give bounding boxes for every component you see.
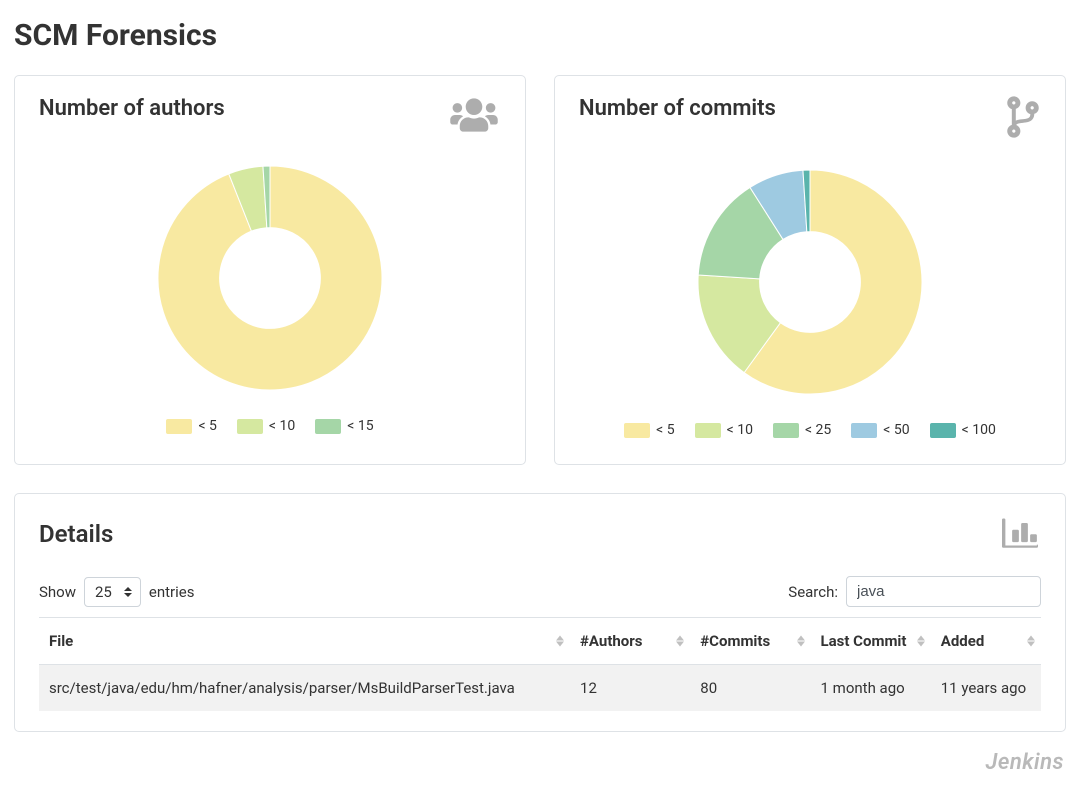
- cell-added: 11 years ago: [931, 665, 1041, 712]
- search-label: Search:: [788, 583, 838, 601]
- authors-card-title: Number of authors: [39, 96, 225, 121]
- table-header-row: File #Authors #Commits Last Commit Added: [39, 618, 1041, 665]
- show-label: Show: [39, 583, 76, 601]
- authors-legend: < 5 < 10 < 15: [39, 414, 501, 440]
- sort-icon: [676, 636, 684, 647]
- commits-legend: < 5 < 10 < 25 < 50 < 100: [579, 418, 1041, 444]
- bar-chart-icon: [999, 514, 1041, 554]
- legend-label: < 10: [727, 422, 753, 438]
- details-table: File #Authors #Commits Last Commit Added: [39, 617, 1041, 711]
- users-icon: [447, 96, 501, 138]
- watermark: Jenkins: [986, 750, 1065, 775]
- column-label: Added: [941, 632, 985, 650]
- page-length-select[interactable]: 25: [84, 577, 141, 607]
- column-header-added[interactable]: Added: [931, 618, 1041, 665]
- sort-icon: [556, 636, 564, 647]
- legend-item[interactable]: < 25: [773, 422, 831, 438]
- table-controls: Show 25 entries Search:: [39, 576, 1041, 607]
- column-header-authors[interactable]: #Authors: [570, 618, 690, 665]
- column-header-commits[interactable]: #Commits: [690, 618, 810, 665]
- sort-icon: [917, 636, 925, 647]
- legend-swatch: [930, 423, 956, 438]
- commits-card-header: Number of commits: [579, 96, 1041, 142]
- entries-label: entries: [149, 583, 195, 601]
- legend-swatch: [695, 423, 721, 438]
- authors-donut: [39, 158, 501, 398]
- legend-swatch: [166, 419, 192, 434]
- column-label: #Authors: [580, 632, 642, 650]
- column-label: #Commits: [700, 632, 770, 650]
- table-row[interactable]: src/test/java/edu/hm/hafner/analysis/par…: [39, 665, 1041, 712]
- cell-commits: 80: [690, 665, 810, 712]
- commits-donut: [579, 162, 1041, 402]
- column-label: File: [49, 632, 73, 650]
- column-label: Last Commit: [821, 632, 907, 650]
- legend-label: < 100: [962, 422, 996, 438]
- search-input[interactable]: [846, 576, 1041, 607]
- legend-item[interactable]: < 50: [851, 422, 909, 438]
- legend-swatch: [237, 419, 263, 434]
- page-length-value: 25: [95, 583, 112, 601]
- sort-icon: [1027, 636, 1035, 647]
- cell-file: src/test/java/edu/hm/hafner/analysis/par…: [39, 665, 570, 712]
- legend-item[interactable]: < 5: [166, 418, 216, 434]
- code-branch-icon: [1005, 96, 1041, 142]
- legend-swatch: [315, 419, 341, 434]
- commits-card: Number of commits < 5 < 10 < 25 < 50 < 100: [554, 75, 1066, 465]
- cell-authors: 12: [570, 665, 690, 712]
- charts-row: Number of authors < 5 < 10 < 15 Number of …: [14, 75, 1066, 465]
- legend-label: < 5: [198, 418, 216, 434]
- column-header-last-commit[interactable]: Last Commit: [811, 618, 931, 665]
- column-header-file[interactable]: File: [39, 618, 570, 665]
- legend-label: < 10: [269, 418, 295, 434]
- legend-item[interactable]: < 100: [930, 422, 996, 438]
- authors-card-header: Number of authors: [39, 96, 501, 138]
- legend-item[interactable]: < 10: [695, 422, 753, 438]
- details-title: Details: [39, 520, 113, 548]
- legend-item[interactable]: < 15: [315, 418, 373, 434]
- legend-item[interactable]: < 5: [624, 422, 674, 438]
- legend-swatch: [773, 423, 799, 438]
- legend-label: < 50: [883, 422, 909, 438]
- legend-label: < 5: [656, 422, 674, 438]
- legend-swatch: [624, 423, 650, 438]
- sort-icon: [797, 636, 805, 647]
- details-card: Details Show 25 entries Search: File: [14, 493, 1066, 732]
- cell-last_commit: 1 month ago: [811, 665, 931, 712]
- page-title: SCM Forensics: [14, 18, 1066, 53]
- authors-card: Number of authors < 5 < 10 < 15: [14, 75, 526, 465]
- legend-label: < 15: [347, 418, 373, 434]
- details-header: Details: [39, 514, 1041, 554]
- commits-card-title: Number of commits: [579, 96, 776, 121]
- legend-swatch: [851, 423, 877, 438]
- legend-label: < 25: [805, 422, 831, 438]
- legend-item[interactable]: < 10: [237, 418, 295, 434]
